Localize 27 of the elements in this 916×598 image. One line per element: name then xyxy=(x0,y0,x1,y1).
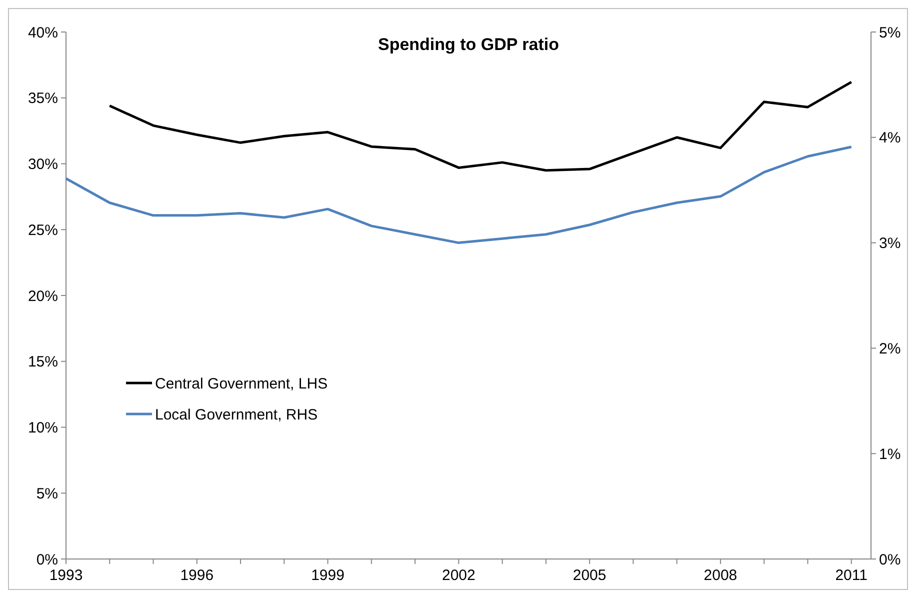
legend-label: Central Government, LHS xyxy=(155,375,328,392)
y-tick-label: 20% xyxy=(28,288,58,305)
y2-tick-label: 3% xyxy=(879,235,901,252)
chart-title: Spending to GDP ratio xyxy=(378,35,560,54)
y-tick-label: 40% xyxy=(28,24,58,42)
legend-label: Local Government, RHS xyxy=(155,406,318,424)
x-tick-label: 2011 xyxy=(835,567,868,584)
y2-tick-label: 4% xyxy=(879,130,901,147)
y-tick-label: 30% xyxy=(28,156,58,173)
y-tick-label: 25% xyxy=(28,222,58,239)
x-tick-label: 1993 xyxy=(49,567,83,584)
line-series xyxy=(108,80,853,172)
y-tick-label: 15% xyxy=(28,354,58,371)
x-tick-label: 2008 xyxy=(704,567,738,584)
y2-tick-label: 1% xyxy=(879,446,901,463)
x-tick-label: 2002 xyxy=(442,567,476,584)
line-series xyxy=(64,146,853,244)
y-tick-label: 10% xyxy=(28,420,58,436)
x-tick-label: 1999 xyxy=(311,567,344,584)
y-tick-label: 0% xyxy=(36,551,58,568)
x-tick-label: 2005 xyxy=(572,567,606,584)
y-tick-label: 5% xyxy=(36,485,58,502)
y-tick-label: 35% xyxy=(28,90,58,108)
y2-tick-label: 2% xyxy=(879,340,901,358)
x-tick-label: 1996 xyxy=(180,567,214,584)
y2-tick-label: 0% xyxy=(879,551,901,568)
y2-tick-label: 5% xyxy=(879,24,901,42)
